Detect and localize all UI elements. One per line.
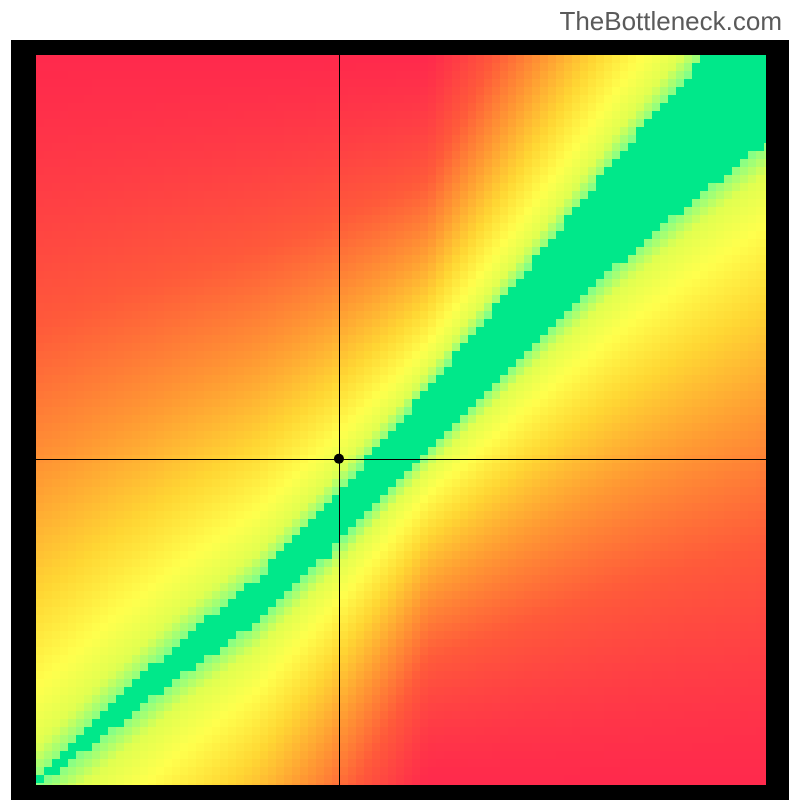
- bottleneck-heatmap: [36, 55, 766, 785]
- chart-frame: [11, 40, 789, 800]
- attribution-text: TheBottleneck.com: [559, 6, 782, 37]
- chart-area: [36, 55, 766, 785]
- chart-container: TheBottleneck.com: [0, 0, 800, 800]
